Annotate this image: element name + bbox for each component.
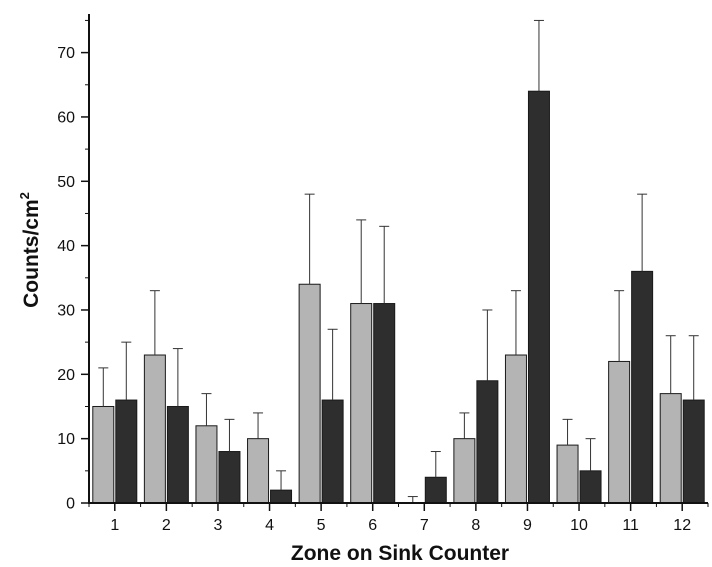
bar-s2-zone-8 — [476, 380, 499, 504]
bar-s2-zone-2 — [166, 405, 189, 504]
y-tick-label-0: 0 — [66, 496, 75, 513]
x-tick-label-9: 9 — [523, 517, 532, 534]
y-axis-title: Counts/cm2 — [17, 192, 43, 308]
x-tick-label-8: 8 — [471, 517, 480, 534]
bar-s2-zone-7 — [424, 476, 447, 504]
y-tick-label-30: 30 — [57, 302, 75, 319]
axes-layer — [81, 14, 709, 511]
bar-s1-zone-11 — [608, 360, 631, 504]
y-tick-label-50: 50 — [57, 174, 75, 191]
bar-s1-zone-1 — [92, 405, 115, 504]
bar-s1-zone-6 — [350, 303, 373, 504]
x-tick-label-1: 1 — [110, 517, 119, 534]
y-tick-label-40: 40 — [57, 238, 75, 255]
x-tick-label-6: 6 — [368, 517, 377, 534]
x-tick-label-10: 10 — [570, 517, 588, 534]
y-tick-label-70: 70 — [57, 45, 75, 62]
bar-s2-zone-1 — [115, 399, 138, 504]
bar-s2-zone-10 — [579, 470, 602, 504]
bar-s2-zone-9 — [527, 90, 550, 504]
x-tick-label-2: 2 — [162, 517, 171, 534]
bar-s1-zone-9 — [504, 354, 527, 504]
bar-s2-zone-4 — [270, 489, 293, 504]
x-tick-label-12: 12 — [673, 517, 691, 534]
bar-s1-zone-5 — [298, 283, 321, 504]
bar-s2-zone-5 — [321, 399, 344, 504]
bar-s2-zone-12 — [682, 399, 705, 504]
y-tick-label-10: 10 — [57, 431, 75, 448]
bar-s1-zone-3 — [195, 425, 218, 504]
bar-s1-zone-4 — [247, 438, 270, 504]
x-tick-label-7: 7 — [420, 517, 429, 534]
bar-s1-zone-12 — [659, 393, 682, 504]
bars-layer — [92, 90, 705, 504]
x-tick-label-5: 5 — [317, 517, 326, 534]
bar-s2-zone-6 — [373, 303, 396, 504]
bar-s2-zone-3 — [218, 451, 241, 504]
x-axis-title: Zone on Sink Counter — [291, 542, 509, 565]
x-tick-label-4: 4 — [265, 517, 274, 534]
y-axis-title-main: Counts/cm — [20, 199, 43, 308]
x-tick-label-3: 3 — [214, 517, 223, 534]
y-axis-title-sup: 2 — [17, 192, 32, 199]
bar-s1-zone-8 — [453, 438, 476, 504]
y-tick-label-20: 20 — [57, 367, 75, 384]
y-tick-label-60: 60 — [57, 109, 75, 126]
bar-s2-zone-11 — [631, 270, 654, 504]
bar-s1-zone-2 — [143, 354, 166, 504]
x-tick-label-11: 11 — [622, 517, 639, 534]
error-bars-layer — [98, 19, 699, 503]
bar-s1-zone-10 — [556, 444, 579, 504]
